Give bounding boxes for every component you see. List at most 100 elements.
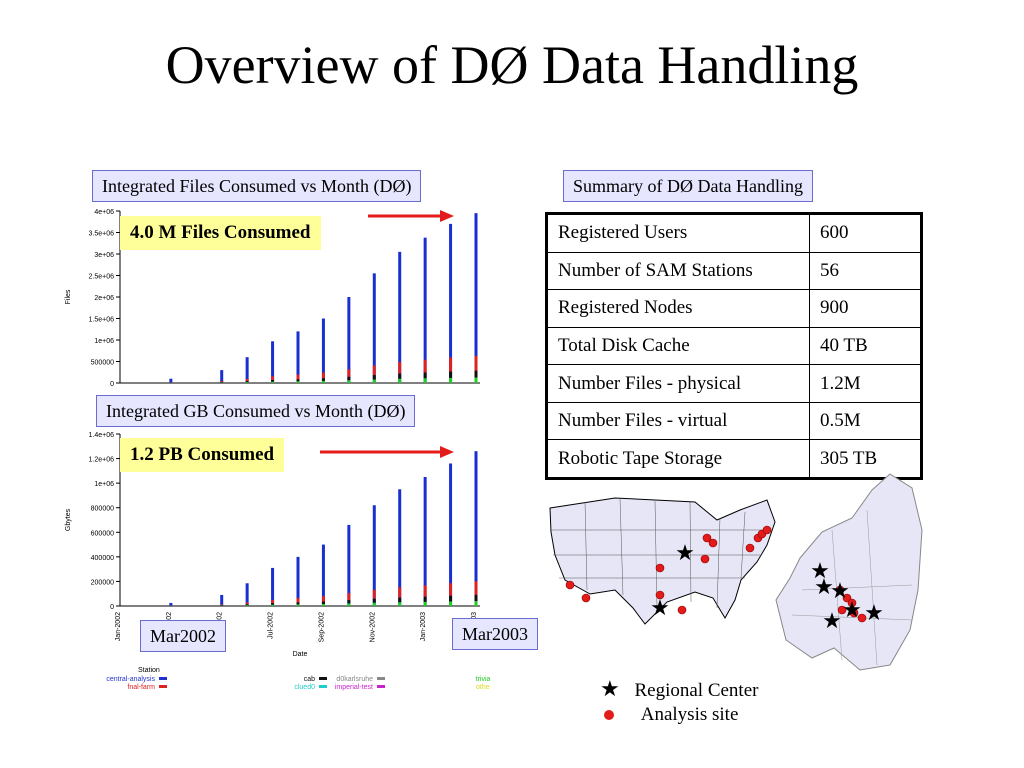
legend-label: central-analysis [106, 676, 155, 683]
bar-segment [271, 604, 275, 606]
end-date-callout: Mar2003 [452, 618, 538, 650]
gb-arrow [320, 446, 454, 458]
bar [474, 451, 478, 606]
gb-chart-caption: Integrated GB Consumed vs Month (DØ) [96, 395, 416, 427]
bar-segment [271, 379, 275, 382]
summary-row: Number Files - virtual 0.5M [546, 401, 922, 441]
bar-segment [347, 376, 351, 381]
summary-label: Number Files - virtual [546, 401, 810, 441]
svg-text:★: ★ [830, 578, 850, 603]
summary-label: Registered Users [546, 213, 810, 253]
x-axis-label: Date [293, 651, 308, 658]
bar [271, 567, 275, 606]
bar-segment [398, 378, 402, 383]
bar-segment [474, 355, 478, 371]
bar-segment [347, 593, 351, 601]
summary-label: Total Disk Cache [546, 326, 810, 366]
bar [271, 341, 275, 383]
bar-segment [423, 378, 427, 383]
svg-text:★: ★ [822, 608, 842, 633]
y-tick-label: 800000 [91, 506, 114, 513]
bar [398, 489, 402, 606]
summary-row: Robotic Tape Storage 305 TB [546, 439, 922, 479]
legend-label: other [476, 684, 490, 691]
europe-map: ★★ ★★ ★★ [775, 473, 923, 671]
bar-segment [347, 380, 351, 383]
bar-segment [398, 597, 402, 603]
bar-segment [347, 369, 351, 377]
x-tick-label: Jul-2002 [268, 612, 275, 639]
bar-segment [372, 365, 376, 376]
bar-segment [423, 601, 427, 606]
y-axis-label: Files [65, 289, 72, 304]
bar-segment [296, 374, 300, 380]
bar-segment [449, 583, 453, 596]
y-tick-label: 0 [110, 381, 114, 388]
bar-segment [474, 601, 478, 606]
legend-swatch [319, 677, 327, 680]
y-tick-label: 1.4e+06 [89, 432, 115, 439]
bar [296, 331, 300, 383]
legend-swatch [377, 685, 385, 688]
bar [347, 297, 351, 383]
bar-segment [372, 602, 376, 606]
bar [245, 583, 249, 606]
bar-segment [245, 602, 249, 605]
svg-text:★: ★ [864, 600, 884, 625]
bar [398, 251, 402, 383]
bar [372, 273, 376, 383]
regional-center-legend: ★ Regional Center [600, 676, 758, 702]
bar [220, 594, 224, 606]
summary-row: Registered Nodes 900 [546, 289, 922, 328]
bar [423, 477, 427, 606]
slide-title: Overview of DØ Data Handling [165, 35, 859, 95]
bar-segment [347, 603, 351, 606]
summary-caption: Summary of DØ Data Handling [563, 170, 813, 202]
bar-segment [449, 601, 453, 606]
files-callout: 4.0 M Files Consumed [120, 216, 321, 250]
files-chart-caption: Integrated Files Consumed vs Month (DØ) [92, 170, 422, 202]
legend-label: clued0 [294, 684, 315, 691]
y-axis-label: Gbytes [65, 508, 72, 531]
svg-text:★: ★ [842, 597, 862, 622]
bar [296, 556, 300, 606]
legend-label: trivial [476, 676, 490, 683]
bar-segment [220, 380, 224, 383]
legend-swatch [159, 677, 167, 680]
bar-segment [271, 376, 275, 380]
bar-segment [321, 604, 325, 606]
bar [372, 505, 376, 606]
x-tick-label: Jan-2002 [115, 612, 122, 641]
bar-segment [398, 587, 402, 598]
analysis-site-label: Analysis site [640, 704, 739, 725]
bar-segment [296, 604, 300, 606]
legend-swatch [377, 677, 385, 680]
bar-segment [321, 378, 325, 381]
bar-segment [321, 601, 325, 605]
svg-text:★: ★ [650, 595, 670, 620]
y-tick-label: 1.2e+06 [89, 457, 115, 464]
y-tick-label: 0 [110, 604, 114, 611]
summary-label: Registered Nodes [546, 289, 810, 328]
legend-label: d0karlsruhe [336, 676, 373, 683]
start-date-callout: Mar2002 [140, 620, 226, 652]
bar-segment [398, 373, 402, 379]
bar [423, 237, 427, 383]
summary-value: 900 [809, 289, 922, 328]
bar-segment [245, 378, 249, 382]
legend-label: cab [304, 676, 315, 683]
bar-segment [271, 381, 275, 383]
bar-segment [271, 599, 275, 604]
y-tick-label: 1e+06 [94, 338, 114, 345]
summary-label: Number of SAM Stations [546, 251, 810, 291]
bar-segment [449, 377, 453, 383]
bar [245, 357, 249, 383]
bar-segment [398, 362, 402, 374]
summary-label: Robotic Tape Storage [546, 439, 810, 479]
bar-segment [449, 595, 453, 602]
legend-title: Station [138, 667, 160, 674]
legend-swatch [159, 685, 167, 688]
bar-segment [296, 602, 300, 605]
regional-center-label: Regional Center [634, 680, 759, 701]
